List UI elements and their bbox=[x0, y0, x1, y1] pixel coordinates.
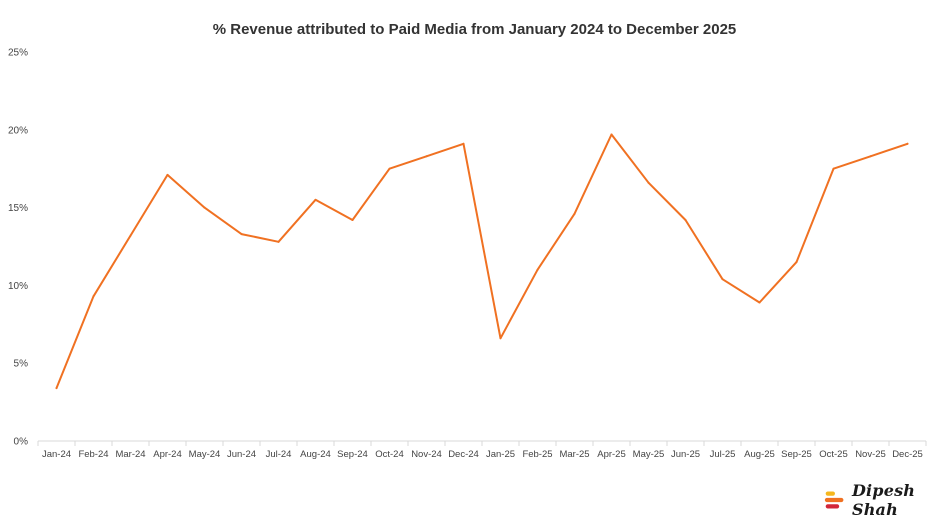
x-tick-label: Feb-24 bbox=[78, 449, 108, 460]
data-point bbox=[647, 181, 650, 184]
x-tick-label: Jul-25 bbox=[710, 449, 736, 460]
x-tick-label: Jan-24 bbox=[42, 449, 71, 460]
data-point bbox=[684, 219, 687, 222]
brand-name: Dipesh Shah bbox=[851, 481, 916, 519]
data-point bbox=[869, 155, 872, 158]
data-point bbox=[832, 167, 835, 170]
chart-title: % Revenue attributed to Paid Media from … bbox=[212, 21, 737, 38]
x-tick-label: Apr-25 bbox=[597, 449, 626, 460]
x-tick-label: Nov-24 bbox=[411, 449, 442, 460]
y-tick-label: 15% bbox=[8, 203, 28, 214]
data-point bbox=[166, 173, 169, 176]
brand-logo: Dipesh Shah bbox=[824, 481, 949, 519]
x-tick-label: Jun-25 bbox=[671, 449, 700, 460]
x-tick-label: Feb-25 bbox=[522, 449, 552, 460]
x-tick-label: Apr-24 bbox=[153, 449, 182, 460]
x-tick-label: Nov-25 bbox=[855, 449, 886, 460]
x-tick-label: May-24 bbox=[189, 449, 221, 460]
x-tick-label: May-25 bbox=[633, 449, 665, 460]
y-tick-label: 0% bbox=[14, 437, 29, 448]
data-point bbox=[240, 233, 243, 236]
x-tick-label: Aug-25 bbox=[744, 449, 775, 460]
y-tick-label: 25% bbox=[8, 48, 28, 59]
x-tick-label: Mar-24 bbox=[115, 449, 145, 460]
x-tick-label: Jul-24 bbox=[266, 449, 292, 460]
data-point bbox=[92, 295, 95, 298]
y-tick-label: 20% bbox=[8, 125, 28, 136]
y-tick-label: 5% bbox=[14, 359, 29, 370]
data-point bbox=[462, 142, 465, 145]
x-tick-label: Sep-24 bbox=[337, 449, 368, 460]
data-point bbox=[536, 268, 539, 271]
x-tick-label: Mar-25 bbox=[559, 449, 589, 460]
data-point bbox=[758, 301, 761, 304]
x-axis-tick-marks bbox=[37, 441, 927, 446]
data-point bbox=[499, 337, 502, 340]
data-points bbox=[55, 133, 909, 390]
data-point bbox=[573, 212, 576, 215]
data-point bbox=[55, 387, 58, 390]
data-point bbox=[795, 261, 798, 264]
data-point bbox=[610, 133, 613, 136]
data-point bbox=[425, 155, 428, 158]
x-tick-label: Sep-25 bbox=[781, 449, 812, 460]
x-tick-label: Dec-25 bbox=[892, 449, 923, 460]
data-point bbox=[721, 278, 724, 281]
x-tick-label: Oct-24 bbox=[375, 449, 404, 460]
brand-mark-icon bbox=[824, 491, 844, 509]
data-point bbox=[277, 240, 280, 243]
x-tick-label: Dec-24 bbox=[448, 449, 479, 460]
x-tick-label: Aug-24 bbox=[300, 449, 331, 460]
y-tick-label: 10% bbox=[8, 281, 28, 292]
x-axis-ticks: Jan-24 Feb-24 Mar-24 Apr-24 May-24 Jun-24 Jul-… bbox=[42, 449, 923, 460]
series-line-paid-media bbox=[55, 133, 909, 390]
data-point bbox=[129, 234, 132, 237]
data-point bbox=[351, 219, 354, 222]
x-tick-label: Jan-25 bbox=[486, 449, 515, 460]
data-point bbox=[314, 198, 317, 201]
data-point bbox=[203, 206, 206, 209]
x-tick-label: Jun-24 bbox=[227, 449, 256, 460]
y-axis-ticks: 0% 5% 10% 15% 20% 25% bbox=[8, 48, 28, 448]
data-point bbox=[388, 167, 391, 170]
x-tick-label: Oct-25 bbox=[819, 449, 848, 460]
data-point bbox=[906, 142, 909, 145]
